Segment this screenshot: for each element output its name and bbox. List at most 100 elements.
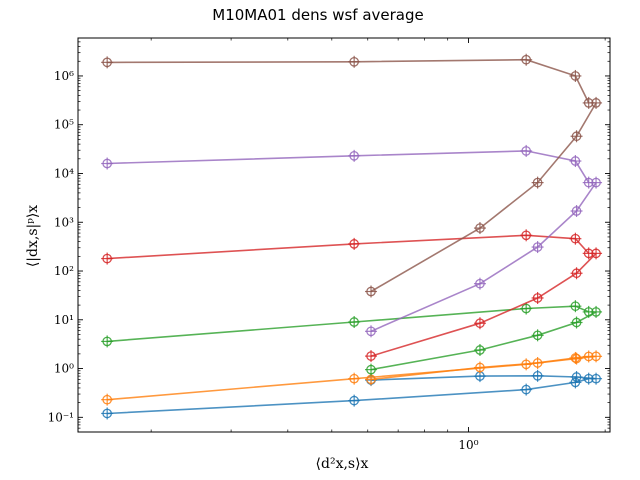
x-axis-label: ⟨d²x,s⟩x — [316, 456, 369, 472]
data-point — [348, 55, 361, 68]
data-point — [473, 222, 486, 235]
point-marker — [571, 206, 582, 216]
data-point — [101, 56, 114, 69]
data-point — [569, 155, 582, 168]
data-point — [520, 144, 533, 157]
data-point — [590, 96, 603, 109]
point-marker — [532, 358, 543, 368]
chart-title: M10MA01 dens wsf average — [212, 6, 423, 24]
point-marker — [571, 372, 582, 382]
point-marker — [366, 326, 376, 337]
data-point — [531, 176, 544, 189]
point-marker — [521, 384, 532, 395]
data-point — [520, 53, 533, 66]
data-point — [473, 277, 486, 290]
data-point — [348, 149, 361, 162]
point-marker — [571, 131, 582, 142]
data-point — [590, 247, 603, 260]
point-marker — [591, 373, 601, 384]
data-point — [365, 350, 378, 363]
point-marker — [102, 158, 113, 169]
point-marker — [349, 395, 360, 406]
point-marker — [349, 239, 360, 249]
data-point — [570, 267, 583, 280]
point-marker — [570, 233, 581, 244]
data-point — [570, 371, 583, 384]
y-tick-label: 10³ — [54, 215, 74, 229]
data-point — [520, 383, 533, 396]
point-marker — [349, 150, 360, 161]
data-point — [101, 335, 114, 348]
point-marker — [591, 248, 601, 259]
data-point — [531, 356, 544, 369]
data-point — [570, 130, 583, 143]
plot-area — [101, 53, 603, 420]
y-tick-label: 10⁰ — [54, 362, 74, 376]
point-marker — [102, 253, 113, 264]
point-marker — [102, 336, 113, 347]
point-marker — [475, 223, 485, 233]
point-marker — [570, 71, 581, 81]
data-point — [531, 291, 544, 304]
data-point — [590, 176, 603, 189]
data-point — [365, 285, 378, 298]
point-marker — [366, 351, 376, 361]
point-marker — [571, 353, 582, 364]
point-marker — [349, 56, 360, 67]
data-point — [348, 372, 361, 385]
point-marker — [571, 317, 582, 328]
data-point — [569, 376, 582, 389]
point-marker — [532, 330, 543, 341]
data-point — [473, 344, 486, 357]
series-1 — [101, 372, 595, 420]
y-tick-label: 10⁵ — [54, 118, 74, 132]
y-tick-label: 10⁴ — [54, 166, 74, 180]
data-point — [590, 372, 603, 385]
data-point — [348, 237, 361, 250]
point-marker — [475, 318, 485, 329]
point-marker — [521, 54, 532, 65]
point-marker — [475, 362, 485, 373]
series-4 — [365, 350, 603, 386]
data-point — [101, 157, 114, 170]
point-marker — [475, 278, 485, 289]
data-point — [348, 316, 361, 329]
data-point — [348, 394, 361, 407]
data-point — [473, 361, 486, 374]
data-point — [531, 241, 544, 254]
point-marker — [591, 307, 601, 317]
point-marker — [570, 301, 581, 312]
point-marker — [349, 373, 360, 384]
data-point — [531, 369, 544, 382]
data-point — [569, 69, 582, 82]
series-8 — [365, 247, 603, 363]
point-marker — [349, 317, 360, 327]
series-7 — [101, 229, 595, 265]
point-marker — [521, 230, 532, 241]
data-point — [101, 407, 114, 420]
point-marker — [366, 286, 376, 297]
point-marker — [475, 345, 485, 355]
data-point — [590, 305, 603, 318]
series-6 — [365, 305, 603, 376]
data-point — [473, 317, 486, 330]
point-marker — [102, 408, 113, 419]
point-marker — [532, 242, 543, 252]
data-point — [569, 300, 582, 313]
axes: 10⁻¹ 10⁰ 10¹ 10² 10³ 10⁴ 10⁵ 10⁶ 10⁰ — [48, 37, 611, 452]
data-point — [569, 232, 582, 245]
data-point — [365, 363, 378, 376]
axes-frame — [77, 37, 611, 433]
data-point — [365, 325, 378, 338]
point-marker — [521, 146, 532, 156]
data-point — [570, 316, 583, 329]
y-tick-label: 10⁶ — [54, 69, 74, 83]
y-tick-label: 10¹ — [54, 313, 74, 327]
data-point — [570, 205, 583, 218]
point-marker — [102, 57, 113, 68]
data-point — [520, 229, 533, 242]
series-10 — [365, 176, 603, 338]
data-point — [520, 302, 533, 315]
